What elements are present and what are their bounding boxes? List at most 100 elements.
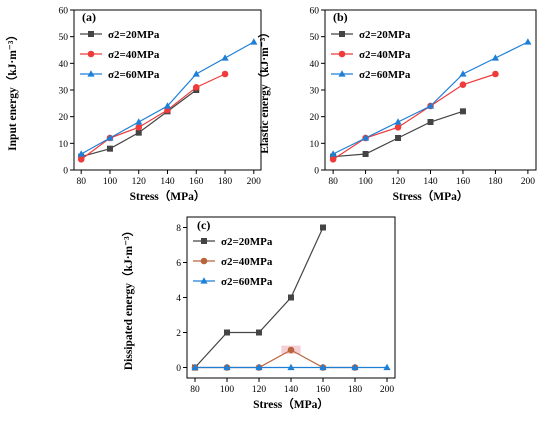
data-point-s1	[329, 156, 337, 163]
y-tick-label: 30	[59, 87, 69, 97]
legend-entry: σ2=20MPa	[359, 29, 411, 41]
data-point-s2	[394, 118, 402, 125]
data-point-s2	[459, 70, 467, 77]
series-line-1	[332, 73, 496, 160]
chart-panel-2: 80 100 120 140 160 180 200 0 2 4 6 8 Stress（MPa） Diss…	[121, 216, 396, 411]
y-tick-label: 40	[310, 60, 320, 70]
data-point-s0	[256, 329, 262, 336]
y-tick-label: 10	[59, 140, 69, 150]
data-point-s0	[288, 294, 294, 301]
panel-label: (c)	[197, 218, 210, 232]
x-tick-label: 200	[521, 177, 536, 187]
y-tick-label: 0	[63, 167, 68, 177]
y-axis-title: Dissipated energy（kJ·m⁻³）	[121, 225, 135, 370]
data-point-s2	[329, 150, 337, 157]
data-point-s0	[135, 129, 142, 136]
y-axis-title: Input energy（kJ·m⁻³）	[5, 29, 19, 151]
data-point-s2	[135, 118, 143, 125]
legend-marker	[339, 31, 345, 37]
data-point-s1	[135, 124, 143, 131]
x-tick-label: 120	[391, 177, 406, 187]
legend-entry: σ2=20MPa	[221, 236, 273, 248]
data-point-s1	[459, 81, 467, 88]
y-axis-title: Elastic energy（kJ·m⁻³）	[257, 26, 271, 153]
x-tick-label: 180	[488, 177, 503, 187]
legend-marker	[87, 50, 95, 58]
y-tick-label: 50	[59, 33, 69, 43]
y-tick-label: 60	[59, 7, 69, 17]
y-tick-label: 6	[176, 259, 181, 269]
legend-entry: σ2=40MPa	[359, 49, 411, 61]
panel-label: (a)	[82, 10, 96, 24]
chart-panel-1: 80 100 120 140 160 180 200 0 10 20 30 40 50 60 Stress（…	[257, 7, 537, 203]
x-tick-label: 120	[252, 385, 267, 395]
series-line-1	[80, 73, 226, 160]
data-point-s2	[287, 363, 295, 371]
legend-entry: σ2=60MPa	[359, 69, 411, 81]
y-tick-label: 60	[310, 7, 320, 17]
legend-entry: σ2=40MPa	[108, 49, 160, 61]
x-tick-label: 100	[103, 177, 118, 187]
data-point-s2	[191, 363, 199, 371]
data-point-s2	[163, 102, 172, 109]
y-tick-label: 20	[310, 113, 320, 123]
data-point-s1	[192, 84, 200, 91]
x-tick-label: 200	[247, 177, 262, 187]
data-point-s2	[106, 134, 114, 141]
data-point-s2	[250, 38, 258, 45]
legend-marker	[200, 277, 208, 284]
data-point-s2	[192, 70, 200, 77]
x-tick-label: 160	[456, 177, 471, 187]
y-tick-label: 4	[176, 294, 181, 304]
y-tick-label: 30	[310, 87, 320, 97]
data-point-s2	[223, 363, 231, 371]
x-tick-label: 160	[189, 177, 204, 187]
data-point-s1	[77, 156, 85, 163]
legend-entry: σ2=20MPa	[108, 29, 160, 41]
y-tick-label: 2	[176, 329, 181, 339]
x-axis-title: Stress（MPa）	[253, 397, 329, 411]
x-tick-label: 140	[423, 177, 438, 187]
x-tick-label: 100	[220, 385, 235, 395]
data-point-s1	[287, 346, 295, 354]
y-tick-label: 40	[59, 60, 69, 70]
legend-marker	[87, 70, 95, 77]
data-point-s2	[426, 102, 435, 109]
data-point-s2	[524, 38, 532, 45]
x-tick-label: 80	[76, 177, 86, 187]
x-tick-label: 160	[316, 385, 331, 395]
y-tick-label: 50	[310, 33, 320, 43]
legend-marker	[338, 70, 346, 77]
x-tick-label: 140	[160, 177, 175, 187]
x-tick-label: 200	[380, 385, 395, 395]
y-tick-label: 8	[176, 224, 181, 234]
legend-marker	[338, 50, 346, 58]
x-axis-title: Stress（MPa）	[393, 189, 469, 203]
data-point-s0	[320, 224, 326, 231]
data-point-s2	[491, 54, 500, 61]
data-point-s0	[362, 151, 369, 157]
data-point-s2	[221, 54, 229, 61]
x-tick-label: 80	[190, 385, 200, 395]
y-tick-label: 10	[310, 140, 320, 150]
legend-entry: σ2=40MPa	[221, 256, 273, 268]
x-axis-title: Stress（MPa）	[130, 189, 206, 203]
legend-marker	[200, 257, 208, 265]
data-point-s2	[255, 363, 263, 371]
legend-entry: σ2=60MPa	[221, 276, 273, 288]
y-tick-label: 20	[59, 113, 69, 123]
legend-entry: σ2=60MPa	[108, 69, 160, 81]
data-point-s0	[459, 108, 466, 115]
panel-label: (b)	[333, 10, 348, 24]
x-tick-label: 80	[328, 177, 338, 187]
data-point-s0	[427, 119, 434, 125]
x-tick-label: 120	[132, 177, 147, 187]
x-tick-label: 180	[218, 177, 233, 187]
data-point-s2	[319, 363, 327, 371]
chart-panel-0: 80 100 120 140 160 180 200 0 10 20 30 40 50 60 Stress（…	[5, 7, 262, 203]
data-point-s2	[383, 363, 391, 371]
x-tick-label: 140	[284, 385, 299, 395]
